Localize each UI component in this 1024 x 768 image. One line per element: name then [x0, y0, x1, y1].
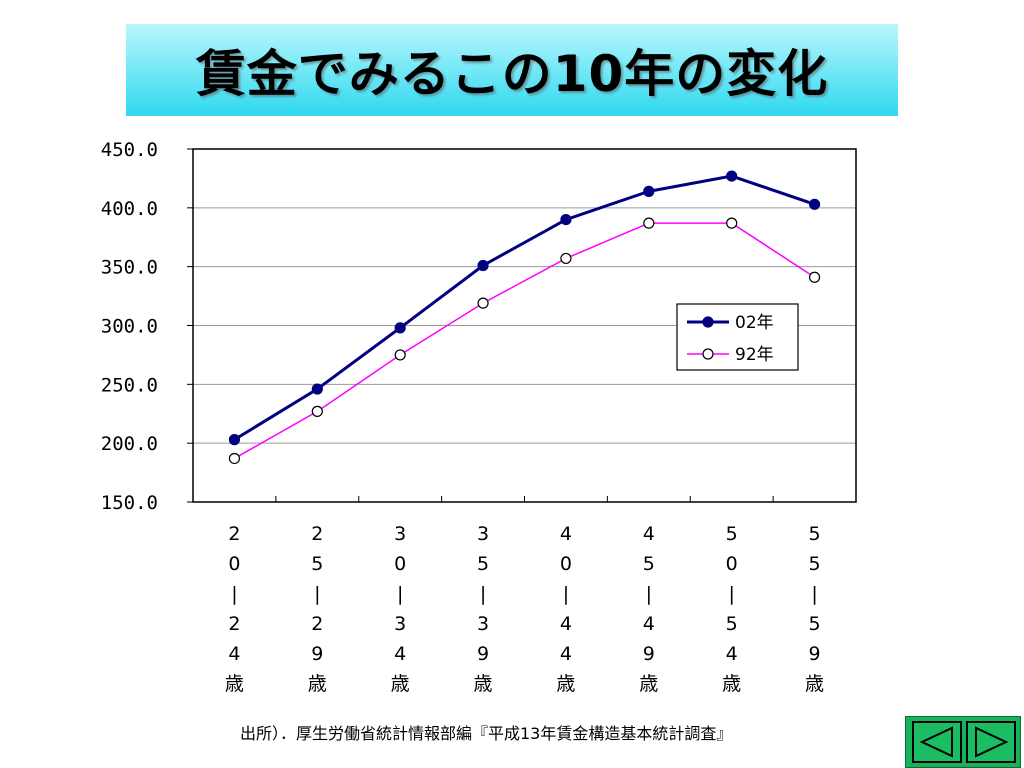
x-tick-label: 5: [726, 523, 738, 545]
legend-swatch-marker: [702, 316, 714, 328]
x-tick-label: 3: [477, 523, 489, 545]
x-tick-label: |: [397, 583, 403, 605]
source-note: 出所）．厚生労働省統計情報部編『平成13年賃金構造基本統計調査』: [240, 724, 733, 743]
y-tick-label: 350.0: [101, 257, 158, 279]
x-tick-label: |: [728, 583, 734, 605]
x-tick-label: 0: [394, 553, 406, 575]
legend-box: [676, 303, 799, 371]
legend-label: 02年: [735, 313, 774, 333]
data-point: [311, 383, 323, 395]
x-tick-label: 2: [228, 523, 240, 545]
data-point: [477, 297, 489, 309]
data-point: [477, 259, 489, 272]
x-tick-label: |: [314, 583, 320, 605]
y-tick-label: 450.0: [101, 139, 158, 161]
x-tick-label: 4: [394, 643, 406, 665]
x-tick-label: 9: [643, 643, 655, 665]
x-tick-label: |: [811, 583, 817, 605]
data-point: [560, 214, 572, 226]
x-tick-label: 0: [560, 553, 572, 575]
data-point: [643, 217, 655, 229]
x-tick-label: |: [231, 583, 237, 605]
x-tick-label: 歳: [308, 673, 327, 695]
x-tick-label: 5: [311, 553, 323, 575]
data-point: [394, 322, 406, 334]
x-tick-label: 2: [311, 523, 323, 545]
x-tick-label: 9: [809, 643, 821, 665]
x-tick-label: 歳: [722, 673, 741, 695]
y-tick-label: 300.0: [101, 316, 158, 338]
data-point: [560, 252, 572, 265]
x-tick-label: 4: [643, 523, 655, 545]
data-point: [643, 185, 655, 197]
data-point: [726, 217, 738, 229]
y-tick-label: 250.0: [101, 374, 158, 396]
x-tick-label: 歳: [805, 673, 824, 695]
data-point: [394, 349, 406, 361]
x-tick-label: 歳: [474, 673, 493, 695]
x-tick-label: 歳: [225, 673, 244, 695]
x-tick-label: 0: [228, 553, 240, 575]
x-tick-label: 0: [726, 553, 738, 575]
x-tick-label: 3: [477, 613, 489, 635]
y-tick-label: 200.0: [101, 433, 158, 455]
next-slide-button[interactable]: [966, 721, 1016, 763]
data-point: [726, 170, 738, 182]
x-tick-label: 歳: [556, 673, 575, 695]
x-tick-label: 5: [726, 613, 738, 635]
data-point: [311, 405, 323, 417]
x-tick-label: |: [646, 583, 652, 605]
series-line: [233, 174, 816, 441]
data-point: [808, 198, 821, 210]
data-point: [808, 271, 821, 283]
y-tick-label: 150.0: [101, 492, 158, 514]
legend-label: 92年: [735, 345, 774, 365]
x-tick-label: 5: [477, 553, 489, 575]
x-tick-label: 歳: [391, 673, 410, 695]
title-banner: 賃金でみるこの10年の変化: [126, 24, 898, 116]
x-tick-label: 3: [394, 523, 406, 545]
x-tick-label: 4: [560, 613, 572, 635]
x-tick-label: 5: [643, 553, 655, 575]
x-tick-label: 4: [560, 643, 572, 665]
series-line: [234, 222, 815, 460]
x-tick-label: 2: [311, 613, 323, 635]
data-point: [228, 434, 241, 446]
x-tick-label: 5: [809, 613, 821, 635]
triangle-right-icon: [975, 726, 1009, 758]
x-tick-label: 4: [560, 523, 572, 545]
x-tick-label: 歳: [639, 673, 658, 695]
data-point: [228, 452, 241, 465]
x-tick-label: 4: [726, 643, 738, 665]
nav-bar: [905, 716, 1021, 768]
x-tick-label: 9: [477, 643, 489, 665]
x-tick-label: 4: [228, 643, 240, 665]
x-tick-label: 9: [311, 643, 323, 665]
prev-slide-button[interactable]: [912, 721, 962, 763]
x-tick-label: |: [480, 583, 486, 605]
x-tick-label: 3: [394, 613, 406, 635]
triangle-left-icon: [919, 726, 953, 758]
x-tick-label: 2: [228, 613, 240, 635]
x-tick-label: 4: [643, 613, 655, 635]
x-tick-label: 5: [809, 523, 821, 545]
x-tick-label: 5: [809, 553, 821, 575]
x-tick-label: |: [563, 583, 569, 605]
slide-title: 賃金でみるこの10年の変化: [195, 45, 829, 103]
y-tick-label: 400.0: [101, 198, 158, 220]
legend-swatch-marker: [702, 348, 714, 360]
